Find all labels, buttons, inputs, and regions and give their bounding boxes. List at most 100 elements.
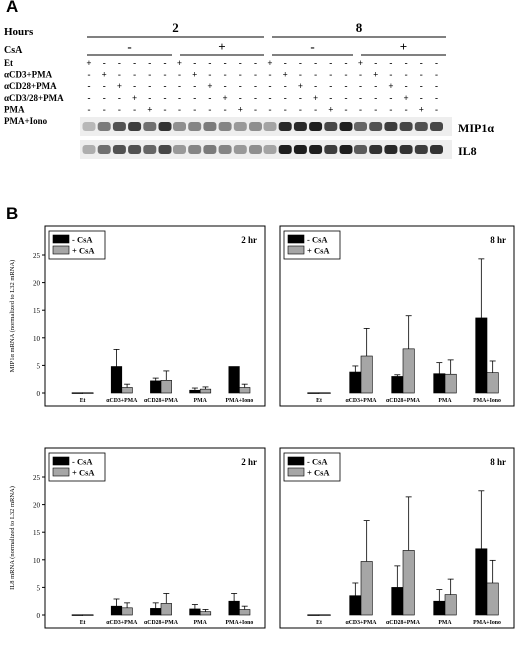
blot-band: [384, 122, 398, 131]
chart-title: 8 hr: [490, 457, 506, 467]
blot-label: MIP1α: [458, 121, 494, 135]
hours-label: Hours: [4, 26, 34, 38]
legend-label: - CsA: [307, 457, 328, 467]
treatment-minus: -: [359, 104, 362, 114]
bar: [82, 392, 94, 394]
blot-band: [233, 122, 247, 131]
treatment-label: PMA: [4, 104, 25, 114]
treatment-minus: -: [345, 93, 348, 103]
bar: [475, 317, 488, 394]
bar: [71, 614, 83, 616]
treatment-minus: -: [103, 58, 106, 68]
legend-swatch: [287, 456, 305, 466]
y-tick-label: 20: [33, 502, 41, 510]
blot-band: [249, 145, 262, 154]
treatment-minus: -: [269, 93, 272, 103]
treatment-minus: -: [239, 58, 242, 68]
csa-label: CsA: [4, 45, 23, 56]
treatment-plus: +: [192, 70, 197, 80]
bar-chart: 0 5 10 15 20 25 IL8 mRNA (normalized to L32 mR…: [9, 447, 266, 629]
blot-band: [188, 145, 202, 154]
treatment-plus: +: [358, 58, 363, 68]
legend-label: - CsA: [72, 457, 93, 467]
y-tick-label: 10: [33, 335, 41, 343]
treatment-minus: -: [389, 104, 392, 114]
bar: [307, 392, 320, 394]
treatment-minus: -: [359, 70, 362, 80]
treatment-minus: -: [88, 70, 91, 80]
treatment-minus: -: [164, 93, 167, 103]
legend-label: + CsA: [307, 246, 330, 256]
treatment-minus: -: [103, 93, 106, 103]
treatment-minus: -: [299, 93, 302, 103]
bar: [228, 600, 240, 616]
blot-band: [263, 145, 277, 154]
category-label: PMA: [438, 398, 452, 404]
treatment-minus: -: [178, 70, 181, 80]
treatment-minus: -: [389, 58, 392, 68]
treatment-minus: -: [420, 70, 423, 80]
y-tick-label: 25: [33, 474, 41, 482]
chart-title: 2 hr: [241, 457, 257, 467]
bar: [349, 371, 362, 394]
treatment-minus: -: [374, 81, 377, 91]
y-tick-label: 25: [33, 252, 41, 260]
blot-band: [143, 145, 157, 154]
treatment-minus: -: [299, 70, 302, 80]
treatment-plus: +: [388, 81, 393, 91]
blot-band: [173, 122, 186, 131]
csa-sign: +: [218, 39, 225, 54]
treatment-plus: +: [283, 70, 288, 80]
treatment-plus: +: [132, 93, 137, 103]
blot-band: [203, 122, 217, 131]
legend-swatch: [52, 467, 70, 477]
treatment-plus: +: [223, 93, 228, 103]
treatment-minus: -: [284, 81, 287, 91]
blot-band: [384, 145, 398, 154]
blot-band: [203, 145, 217, 154]
treatment-label: Et: [4, 58, 13, 68]
blot-band: [430, 122, 443, 131]
bar: [82, 614, 94, 616]
blot-band: [97, 122, 111, 131]
blot-band: [233, 145, 247, 154]
treatment-minus: -: [254, 104, 257, 114]
y-tick-label: 0: [37, 612, 41, 620]
bar: [391, 587, 404, 616]
treatment-minus: -: [193, 104, 196, 114]
treatment-minus: -: [389, 93, 392, 103]
treatment-minus: -: [284, 58, 287, 68]
treatment-label: αCD28+PMA: [4, 81, 57, 91]
treatment-minus: -: [314, 58, 317, 68]
bar: [318, 614, 331, 616]
blot-band: [339, 122, 353, 131]
treatment-minus: -: [148, 93, 151, 103]
treatment-minus: -: [164, 104, 167, 114]
treatment-minus: -: [345, 70, 348, 80]
category-label: αCD3+PMA: [345, 398, 377, 404]
treatment-minus: -: [208, 70, 211, 80]
bar: [391, 376, 404, 394]
blot-band: [158, 122, 172, 131]
csa-sign: -: [310, 39, 314, 54]
treatment-minus: -: [239, 93, 242, 103]
treatment-plus: +: [102, 70, 107, 80]
bar: [318, 392, 331, 394]
treatment-minus: -: [269, 81, 272, 91]
legend-label: + CsA: [72, 246, 95, 256]
y-tick-label: 5: [37, 362, 41, 370]
treatment-minus: -: [164, 58, 167, 68]
blot-band: [263, 122, 277, 131]
treatment-minus: -: [299, 104, 302, 114]
bar-chart: 8 hr - CsA+ CsA Et αCD3+PMA αCD28+PMA PMA PMA+…: [279, 447, 515, 629]
bar: [444, 373, 457, 394]
treatment-minus: -: [88, 93, 91, 103]
blot-band: [354, 122, 367, 131]
treatment-minus: -: [178, 81, 181, 91]
bar: [150, 608, 162, 616]
treatment-minus: -: [224, 70, 227, 80]
treatment-minus: -: [254, 81, 257, 91]
bar: [199, 388, 212, 394]
legend-swatch: [287, 234, 305, 244]
